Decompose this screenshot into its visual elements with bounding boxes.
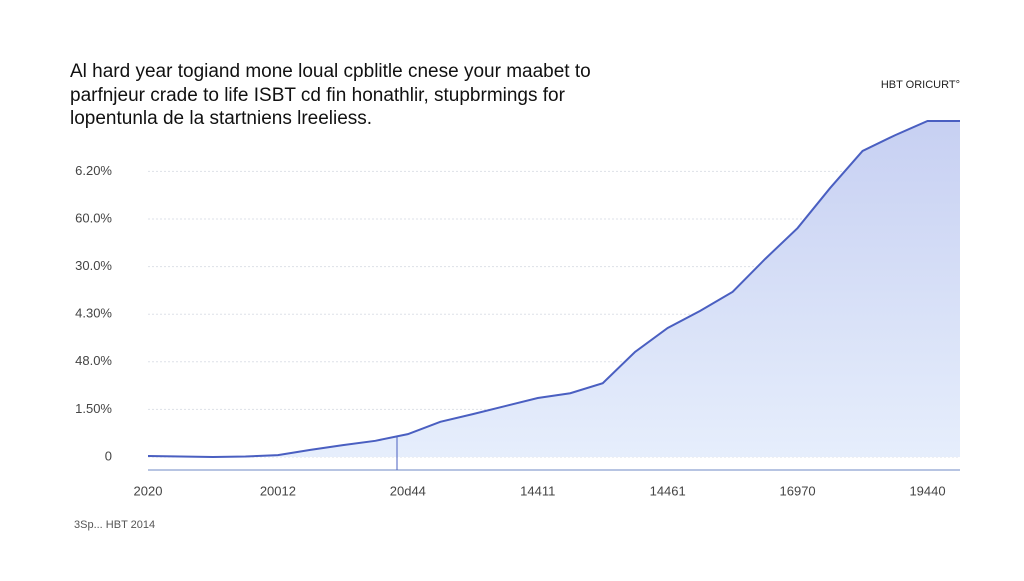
x-tick-label: 20d44 <box>390 483 426 498</box>
y-tick-label: 1.50% <box>75 401 112 416</box>
x-tick-label: 20012 <box>260 483 296 498</box>
legend-label: HBT ORICURT° <box>881 79 960 91</box>
source: 3Sp... HBT 2014 <box>74 519 155 531</box>
y-tick-label: 0 <box>105 448 112 463</box>
x-tick-label: 2020 <box>134 483 163 498</box>
y-tick-label: 60.0% <box>75 210 112 225</box>
y-tick-label: 30.0% <box>75 258 112 273</box>
area <box>148 120 960 457</box>
chart-title: Al hard year togiand mone loual cpblitle… <box>70 61 591 82</box>
x-tick-label: 14461 <box>650 483 686 498</box>
x-tick-label: 19440 <box>909 483 945 498</box>
x-tick-label: 16970 <box>780 483 816 498</box>
y-tick-label: 4.30% <box>75 306 112 321</box>
y-tick-label: 48.0% <box>75 353 112 368</box>
x-tick-label: 14411 <box>520 483 555 498</box>
chart-title: parfnjeur crade to life ISBT cd fin hona… <box>70 85 566 106</box>
chart-title: lopentunla de la startniens lreeliess. <box>70 108 372 129</box>
y-tick-label: 6.20% <box>75 163 112 178</box>
line <box>147 119 960 459</box>
